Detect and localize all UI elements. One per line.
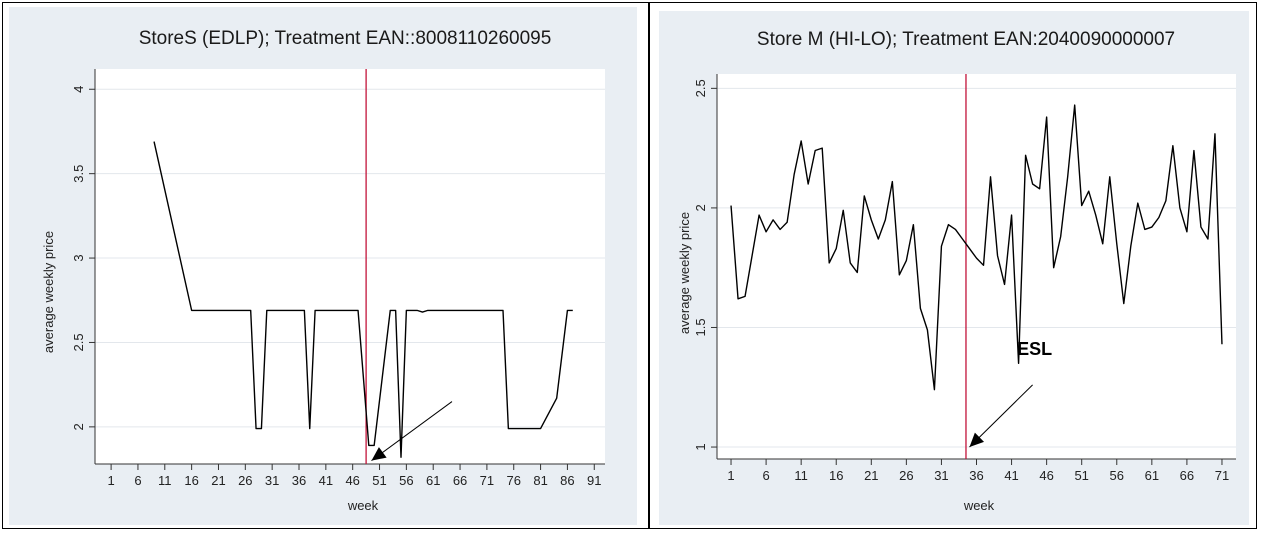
arrow-shaft: [969, 384, 1033, 448]
plot-area: [95, 69, 605, 464]
x-axis-label: week: [963, 498, 995, 513]
x-tick-label: 31: [934, 468, 948, 483]
x-tick-label: 71: [1215, 468, 1229, 483]
price-series-line: [153, 141, 573, 458]
esl-annotation: ESL: [1017, 339, 1052, 359]
y-axis-label: average weekly price: [677, 212, 692, 334]
x-tick-label: 36: [292, 473, 306, 488]
plot-area: [717, 74, 1236, 459]
x-tick-label: 46: [1039, 468, 1053, 483]
y-tick-label: 4: [71, 86, 86, 93]
x-tick-label: 66: [1180, 468, 1194, 483]
x-tick-label: 16: [829, 468, 843, 483]
x-tick-label: 81: [533, 473, 547, 488]
x-tick-label: 21: [864, 468, 878, 483]
x-tick-label: 46: [345, 473, 359, 488]
y-tick-label: 2.5: [71, 333, 86, 351]
price-series-line: [730, 104, 1223, 391]
x-tick-label: 6: [762, 468, 769, 483]
x-tick-label: 26: [238, 473, 252, 488]
chart-panel-store-m-hilo: Store M (HI-LO); Treatment EAN:204009000…: [659, 11, 1249, 525]
x-tick-label: 61: [426, 473, 440, 488]
chart-title: StoreS (EDLP); Treatment EAN::8008110260…: [139, 28, 552, 49]
chart-store-m-hilo: Store M (HI-LO); Treatment EAN:204009000…: [677, 29, 1236, 513]
x-tick-label: 31: [265, 473, 279, 488]
x-tick-label: 61: [1145, 468, 1159, 483]
y-tick-label: 2: [71, 423, 86, 430]
x-tick-label: 51: [1074, 468, 1088, 483]
x-tick-label: 56: [1110, 468, 1124, 483]
x-axis-label: week: [347, 498, 379, 513]
x-tick-label: 41: [1004, 468, 1018, 483]
y-axis-label: average weekly price: [41, 231, 56, 353]
x-tick-label: 76: [507, 473, 521, 488]
x-tick-label: 6: [134, 473, 141, 488]
x-tick-label: 11: [158, 473, 172, 488]
x-tick-label: 51: [372, 473, 386, 488]
y-tick-label: 3: [71, 254, 86, 261]
x-tick-label: 66: [453, 473, 467, 488]
x-tick-label: 11: [794, 468, 808, 483]
x-tick-label: 26: [899, 468, 913, 483]
chart-title: Store M (HI-LO); Treatment EAN:204009000…: [757, 29, 1175, 50]
y-tick-label: 1.5: [693, 318, 708, 336]
x-tick-label: 86: [560, 473, 574, 488]
x-tick-label: 1: [727, 468, 734, 483]
x-tick-label: 1: [107, 473, 114, 488]
chart-stores-edlp: StoreS (EDLP); Treatment EAN::8008110260…: [41, 28, 605, 513]
x-tick-label: 56: [399, 473, 413, 488]
x-tick-label: 91: [587, 473, 601, 488]
y-tick-label: 1: [693, 443, 708, 450]
arrow-head: [969, 432, 985, 448]
panel-divider: [648, 2, 650, 529]
arrow-shaft: [371, 401, 453, 462]
y-tick-label: 2: [693, 204, 708, 211]
chart-panel-stores-edlp: StoreS (EDLP); Treatment EAN::8008110260…: [9, 7, 637, 525]
x-tick-label: 36: [969, 468, 983, 483]
y-tick-label: 3.5: [71, 165, 86, 183]
x-tick-label: 21: [211, 473, 225, 488]
x-tick-label: 71: [480, 473, 494, 488]
x-tick-label: 16: [184, 473, 198, 488]
x-tick-label: 41: [319, 473, 333, 488]
arrow-head: [371, 447, 387, 461]
y-tick-label: 2.5: [693, 79, 708, 97]
